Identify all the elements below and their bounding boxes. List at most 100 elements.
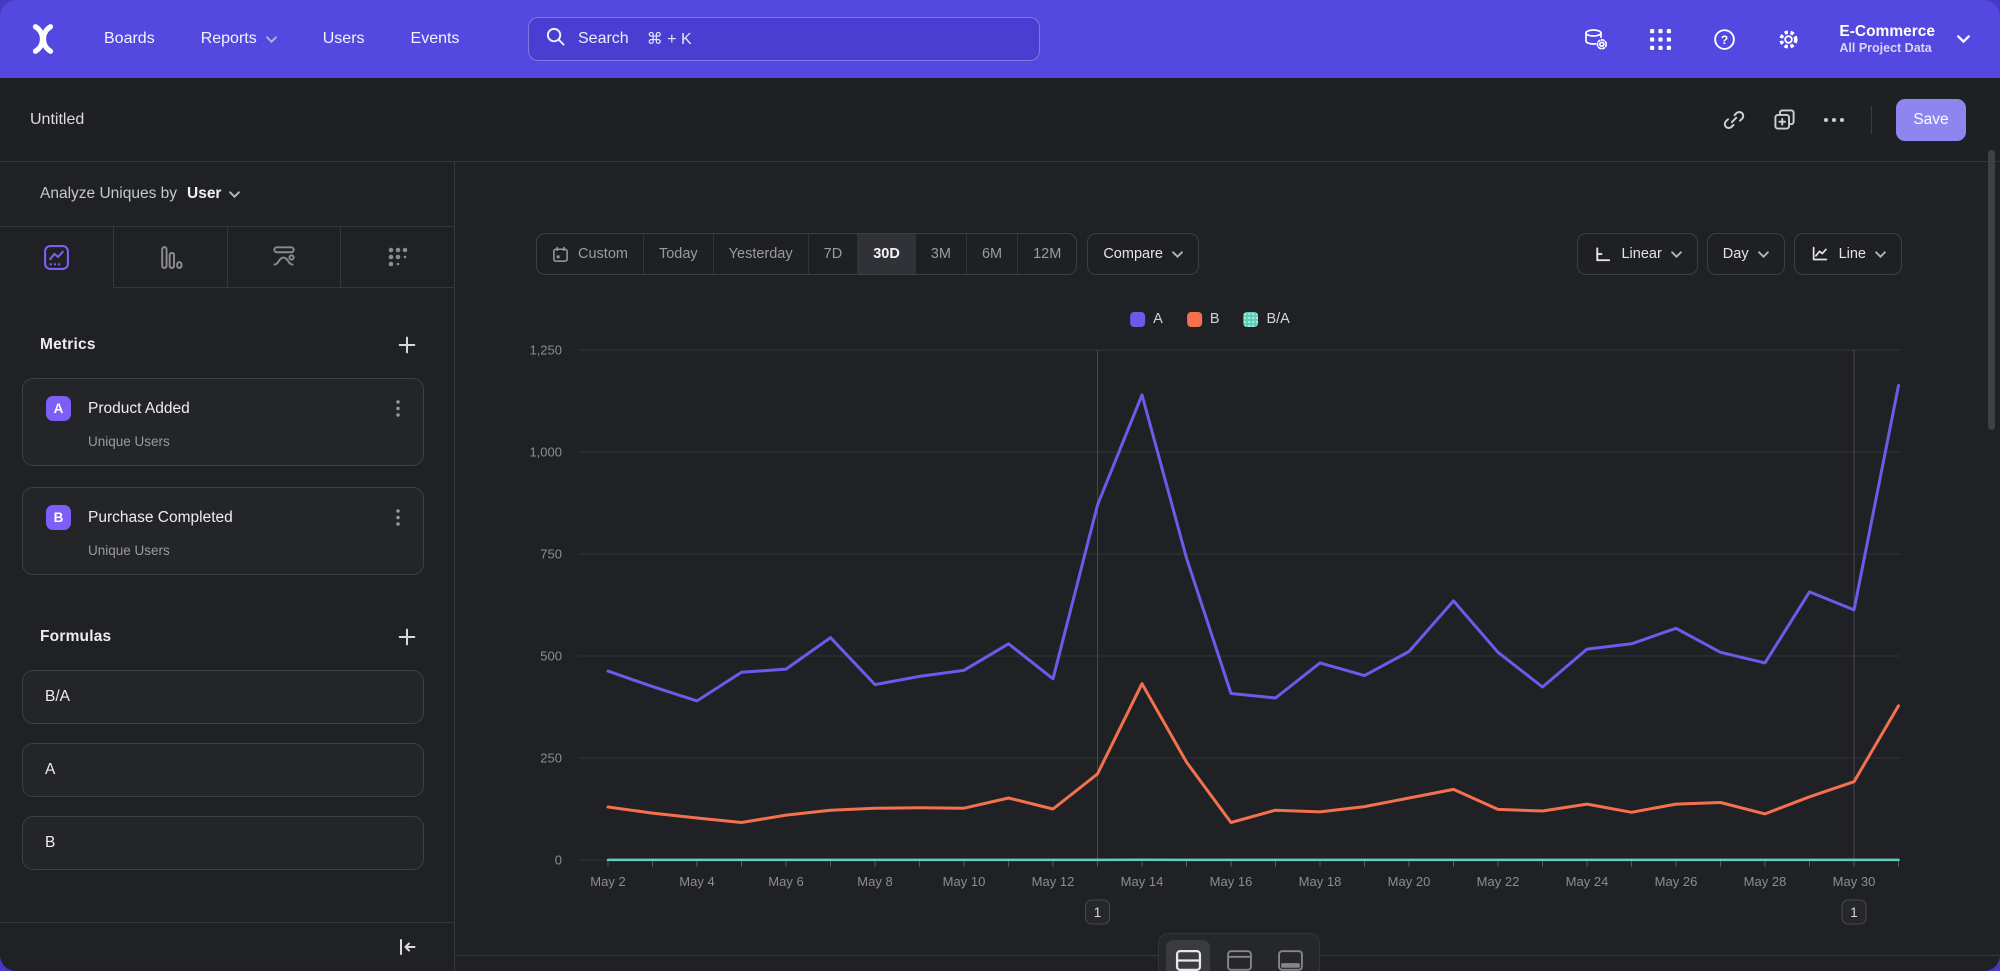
range-30d[interactable]: 30D (858, 234, 916, 274)
project-scope: All Project Data (1839, 40, 1932, 55)
nav-item-boards[interactable]: Boards (104, 30, 155, 47)
search-input[interactable]: Search ⌘ + K (528, 17, 1040, 61)
svg-text:1: 1 (1850, 905, 1858, 920)
range-6m[interactable]: 6M (967, 234, 1019, 274)
metric-card-a[interactable]: A Product Added Unique Users (22, 378, 424, 466)
formula-card[interactable]: B/A (22, 670, 424, 724)
scale-dropdown[interactable]: Linear (1577, 233, 1698, 275)
legend-item[interactable]: A (1130, 311, 1163, 327)
settings-gear-icon[interactable] (1775, 26, 1801, 52)
metric-name: Purchase Completed (88, 508, 233, 526)
metric-letter-badge: B (46, 505, 71, 530)
project-switcher[interactable]: E-Commerce All Project Data (1839, 22, 1935, 57)
kebab-menu-icon[interactable] (389, 400, 407, 417)
range-3m[interactable]: 3M (916, 234, 967, 274)
duplicate-add-icon[interactable] (1771, 107, 1797, 133)
sidebar-footer (0, 922, 454, 971)
svg-text:750: 750 (540, 547, 562, 562)
nav-menu: Boards Reports Users Events (104, 30, 459, 48)
report-actions: Save (1721, 98, 1966, 141)
legend-swatch (1130, 311, 1146, 327)
range-yesterday[interactable]: Yesterday (714, 234, 809, 274)
range-today[interactable]: Today (644, 234, 714, 274)
help-icon[interactable]: ? (1711, 26, 1737, 52)
save-button[interactable]: Save (1896, 98, 1966, 141)
apps-grid-icon[interactable] (1647, 26, 1673, 52)
svg-text:May 8: May 8 (857, 874, 892, 889)
line-chart-icon (1812, 246, 1827, 261)
chevron-down-icon (1875, 250, 1886, 258)
nav-item-users[interactable]: Users (322, 30, 365, 47)
nav-item-reports[interactable]: Reports (201, 30, 277, 48)
formula-card[interactable]: B (22, 816, 424, 870)
chart-panel: Custom Today Yesterday 7D 30D 3M 6M 12M … (455, 162, 2000, 971)
chevron-down-icon (1172, 250, 1183, 258)
split-view-button[interactable] (1166, 940, 1210, 971)
svg-text:May 2: May 2 (590, 874, 625, 889)
metric-card-b[interactable]: B Purchase Completed Unique Users (22, 487, 424, 575)
data-management-icon[interactable] (1583, 26, 1609, 52)
legend-item[interactable]: B/A (1243, 311, 1290, 327)
linear-axis-icon (1596, 246, 1611, 261)
legend-label: A (1153, 311, 1163, 327)
tab-funnels[interactable] (112, 227, 227, 288)
legend-item[interactable]: B (1186, 311, 1219, 327)
kebab-menu-icon[interactable] (389, 509, 407, 526)
svg-text:1,000: 1,000 (529, 445, 562, 460)
search-placeholder: Search (578, 30, 629, 47)
tab-retention[interactable] (340, 227, 454, 288)
query-panel: Metrics A Product Added Unique Users (0, 288, 454, 870)
svg-text:0: 0 (555, 853, 562, 868)
divider (1871, 105, 1872, 134)
add-formula-button[interactable] (394, 624, 420, 650)
metric-measure[interactable]: Unique Users (88, 434, 170, 449)
more-menu-icon[interactable] (1821, 107, 1847, 133)
chart-type-dropdown[interactable]: Line (1793, 233, 1902, 275)
svg-text:May 16: May 16 (1210, 874, 1253, 889)
search-icon (545, 26, 566, 52)
svg-text:250: 250 (540, 751, 562, 766)
scrollbar-thumb[interactable] (1988, 150, 1995, 430)
range-custom[interactable]: Custom (537, 234, 644, 274)
svg-text:May 14: May 14 (1121, 874, 1164, 889)
nav-right-cluster: ? E-Commerce All Project Data (1583, 0, 1970, 78)
legend-label: B/A (1266, 311, 1290, 327)
project-name: E-Commerce (1839, 22, 1935, 40)
chart-legend: A B B/A (1130, 311, 1290, 327)
chart-svg[interactable]: 0 250 500 750 1,000 1,250 May 2 May 4 May 6 May 8… (455, 330, 2000, 955)
tab-flows[interactable] (226, 227, 341, 288)
view-toggles (1158, 933, 1320, 971)
interval-dropdown[interactable]: Day (1706, 233, 1785, 275)
svg-text:May 18: May 18 (1299, 874, 1342, 889)
svg-text:May 30: May 30 (1833, 874, 1876, 889)
table-view-button[interactable] (1217, 940, 1261, 971)
add-metric-button[interactable] (394, 332, 420, 358)
search-shortcut: ⌘ + K (646, 31, 692, 48)
panel-view-button[interactable] (1268, 940, 1312, 971)
compare-button[interactable]: Compare (1087, 233, 1199, 275)
svg-text:May 4: May 4 (679, 874, 714, 889)
nav-item-events[interactable]: Events (410, 30, 460, 47)
svg-text:1: 1 (1094, 905, 1102, 920)
date-range-segmented: Custom Today Yesterday 7D 30D 3M 6M 12M (536, 233, 1078, 275)
formula-card[interactable]: A (22, 743, 424, 797)
date-range-controls: Custom Today Yesterday 7D 30D 3M 6M 12M … (536, 233, 1199, 275)
chevron-down-icon (1957, 35, 1970, 43)
metrics-heading: Metrics (40, 336, 96, 353)
metric-measure[interactable]: Unique Users (88, 543, 170, 558)
collapse-sidebar-icon[interactable] (396, 936, 418, 958)
query-sidebar: Analyze Uniques by User (0, 162, 455, 971)
range-7d[interactable]: 7D (809, 234, 859, 274)
svg-text:May 6: May 6 (768, 874, 803, 889)
range-12m[interactable]: 12M (1033, 246, 1062, 262)
svg-text:?: ? (1721, 32, 1728, 46)
svg-text:500: 500 (540, 649, 562, 664)
metric-letter-badge: A (46, 396, 71, 421)
tab-insights[interactable] (0, 227, 113, 288)
report-title[interactable]: Untitled (30, 110, 85, 128)
copy-link-icon[interactable] (1721, 107, 1747, 133)
mixpanel-logo-icon[interactable] (26, 23, 60, 55)
analyze-unit-dropdown[interactable]: User (187, 185, 241, 203)
chevron-down-icon (1670, 250, 1682, 258)
